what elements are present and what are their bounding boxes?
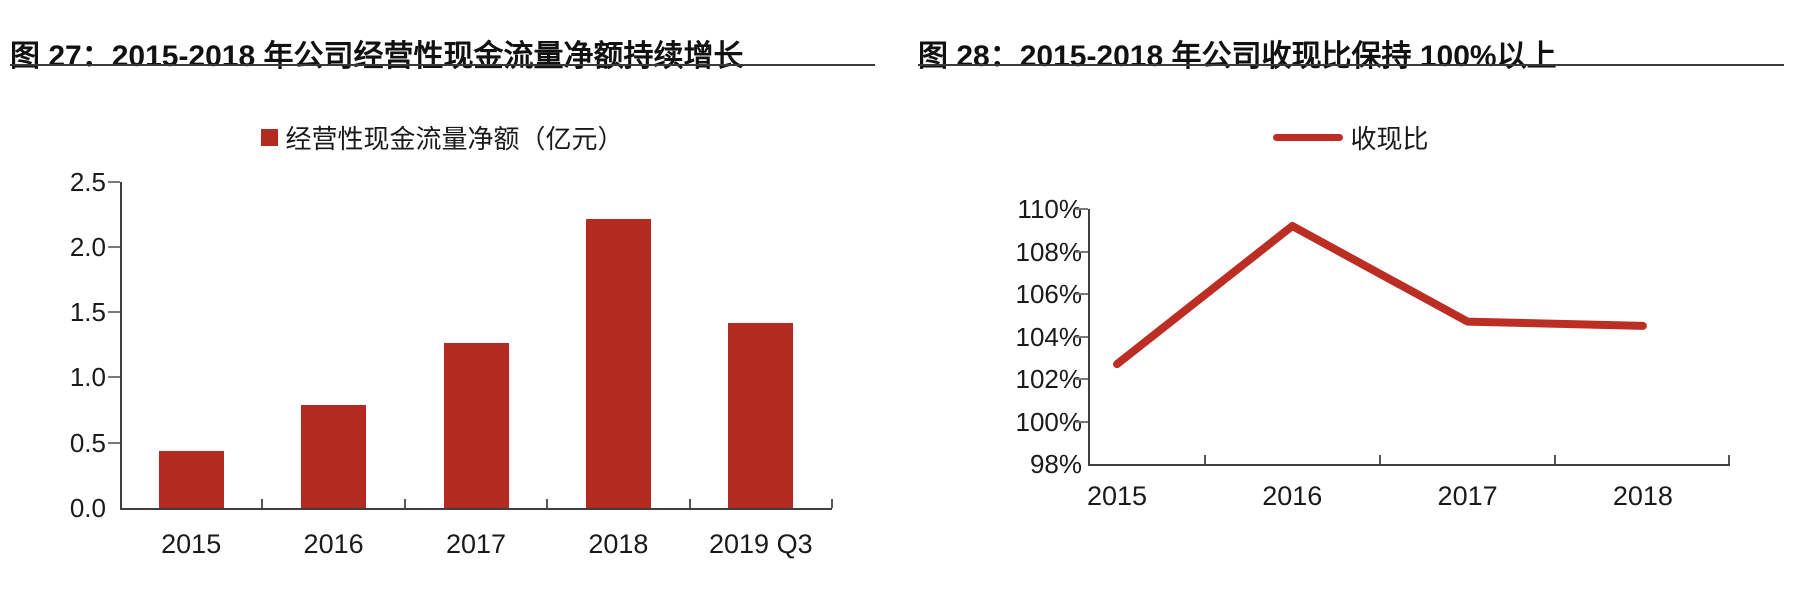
- figure-27-title: 图 27：2015-2018 年公司经营性现金流量净额持续增长: [10, 39, 744, 73]
- y-axis-label: 2.5: [69, 166, 106, 197]
- x-axis-label: 2015: [1086, 481, 1148, 511]
- bar-2017: [443, 343, 509, 508]
- x-axis-label: 2018: [588, 529, 649, 559]
- figure-27-legend-label: 经营性现金流量净额（亿元）: [285, 123, 624, 154]
- figure-27-legend: 经营性现金流量净额（亿元）: [10, 120, 875, 154]
- y-axis-label: 104%: [1015, 321, 1083, 352]
- y-tick-mark: [1076, 335, 1088, 338]
- x-tick-mark: [1378, 455, 1381, 464]
- x-axis-label: 2015: [161, 529, 222, 559]
- y-axis-label: 0.5: [69, 427, 106, 458]
- line-chart-plot: 98% 100% 102% 104% 106% 108% 110% 2015 2016 2017 2…: [918, 8, 1784, 598]
- y-tick-mark: [1076, 420, 1088, 423]
- x-axis-label: 2019 Q3: [709, 529, 813, 559]
- figure-27-title-divider: [10, 64, 875, 66]
- y-axis-label: 106%: [1015, 279, 1083, 309]
- figure-27-panel: 图 27：2015-2018 年公司经营性现金流量净额持续增长 经营性现金流量净…: [10, 8, 875, 598]
- y-tick-mark: [108, 180, 120, 183]
- y-axis-label: 1.5: [69, 297, 106, 328]
- x-tick-mark: [831, 499, 833, 508]
- y-axis-label: 110%: [1017, 194, 1082, 224]
- legend-square-swatch-icon: [261, 128, 279, 146]
- x-tick-mark: [1728, 455, 1730, 464]
- y-axis-label: 98%: [1029, 449, 1082, 479]
- x-tick-mark: [261, 499, 264, 508]
- trend-line: [1113, 222, 1647, 369]
- y-axis-label: 100%: [1015, 406, 1083, 437]
- y-axis-label: 108%: [1015, 236, 1083, 267]
- y-tick-mark: [108, 441, 120, 444]
- x-axis-label: 2017: [1437, 481, 1498, 511]
- y-tick-mark: [108, 376, 120, 379]
- legend-line-swatch-icon: [1273, 133, 1344, 141]
- y-axis-label: 2.0: [69, 231, 106, 262]
- figure-28-title-divider: [918, 64, 1784, 66]
- x-axis: [1088, 464, 1730, 466]
- y-tick-mark: [1076, 378, 1088, 380]
- y-axis: [120, 181, 122, 510]
- bar-2018: [585, 219, 651, 508]
- x-axis-label: 2017: [445, 529, 507, 559]
- x-axis-label: 2018: [1612, 481, 1673, 511]
- figure-28-legend: 收现比: [918, 120, 1784, 154]
- y-axis-label: 102%: [1015, 364, 1083, 394]
- y-tick-mark: [1076, 293, 1088, 295]
- figure-28-title: 图 28：2015-2018 年公司收现比保持 100%以上: [918, 39, 1557, 73]
- y-tick-mark: [1076, 208, 1088, 210]
- y-axis-label: 1.0: [69, 362, 106, 393]
- x-tick-mark: [1554, 455, 1557, 464]
- bar-2019 Q3: [728, 322, 794, 508]
- y-tick-mark: [108, 311, 120, 314]
- y-tick-mark: [108, 245, 120, 248]
- x-tick-mark: [546, 499, 549, 508]
- x-axis-label: 2016: [1262, 481, 1323, 511]
- x-axis-label: 2016: [303, 529, 364, 559]
- bar-2015: [158, 450, 224, 508]
- bar-2016: [301, 404, 367, 508]
- x-axis: [120, 508, 832, 510]
- figure-28-legend-label: 收现比: [1350, 123, 1429, 154]
- figure-28-panel: 图 28：2015-2018 年公司收现比保持 100%以上 收现比 98% 10…: [918, 8, 1784, 598]
- y-tick-mark: [1076, 250, 1088, 253]
- y-axis: [1088, 209, 1090, 466]
- x-tick-mark: [688, 499, 691, 508]
- x-tick-mark: [1203, 455, 1206, 464]
- y-axis-label: 0.0: [69, 493, 106, 523]
- bar-chart-plot: 0.0 0.5 1.0 1.5 2.0 2.5 2015 2016 2017 2018 2019 Q…: [10, 8, 875, 598]
- x-tick-mark: [403, 499, 406, 508]
